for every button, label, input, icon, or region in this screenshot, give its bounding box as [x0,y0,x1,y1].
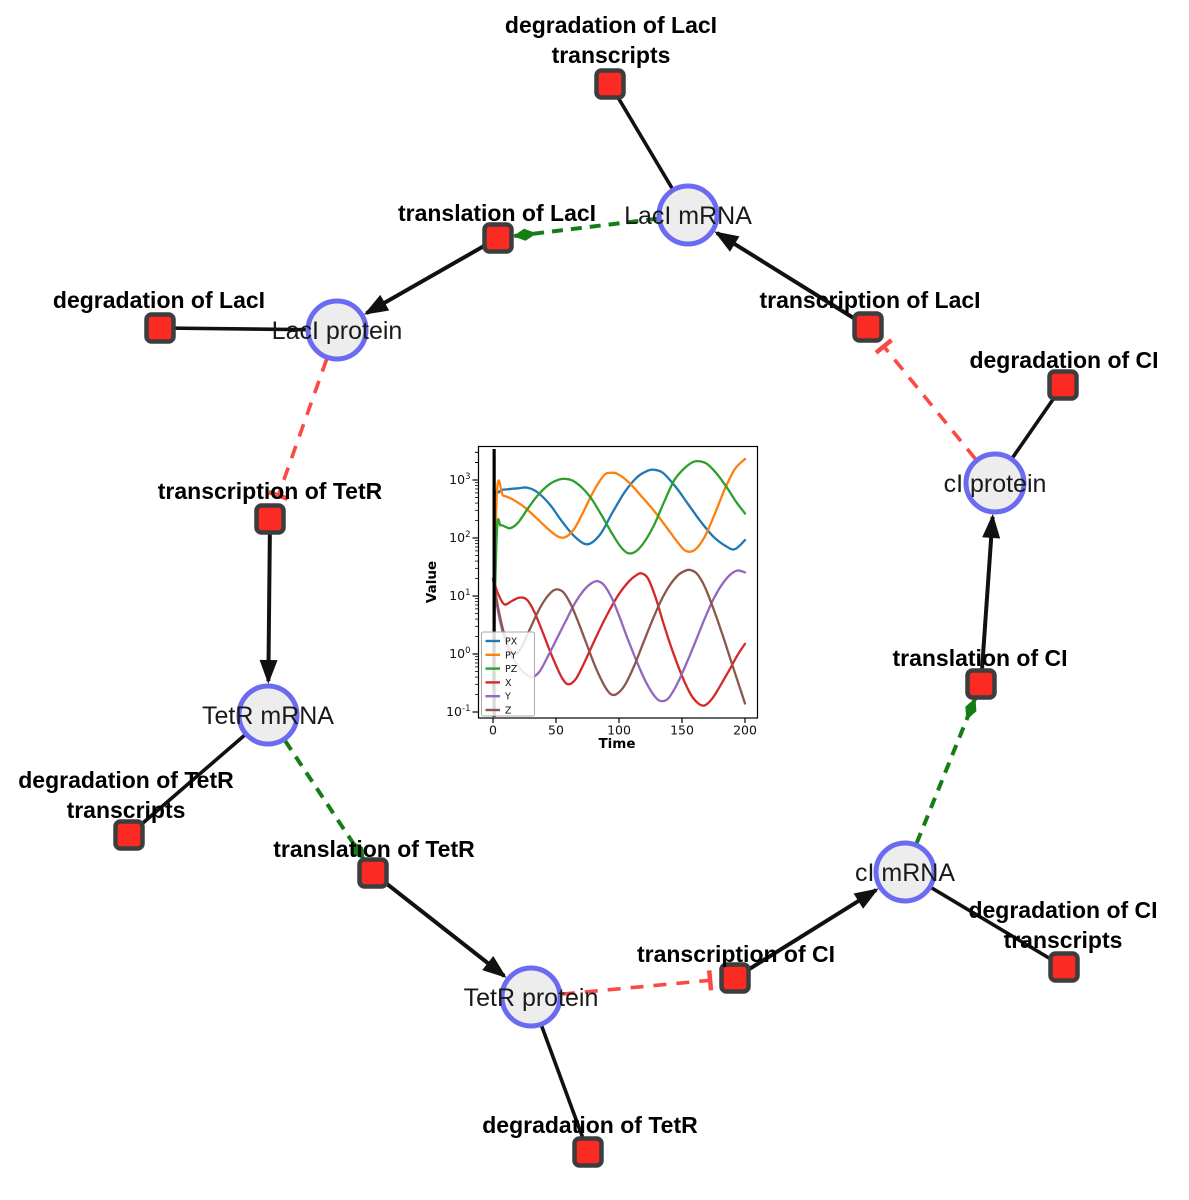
edge-production-translation_ci-ci_protein [979,513,1001,685]
label-laci_mrna: LacI mRNA [624,202,752,230]
legend-label-Y: Y [504,692,511,703]
y-tick-label: 10-1 [446,704,470,719]
edge-production-transcription_laci-laci_mrna [714,231,870,329]
label-deg_ci_tx: transcripts [1004,927,1123,953]
legend-label-PX: PX [505,637,518,648]
edge-inhibition-ci_protein-transcription_laci [874,338,977,461]
x-tick-label: 100 [607,723,631,738]
y-tick-label: 101 [449,588,470,603]
species-node-tetr_mrna [236,683,300,747]
edge-production-transcription_ci-ci_mrna [733,888,879,980]
x-tick-label: 150 [670,723,694,738]
legend-label-X: X [505,678,512,689]
legend-label-PY: PY [505,650,517,661]
edge-inhibition-laci_protein-transcription_tetr [268,358,329,501]
label-deg_laci_tx: transcripts [552,42,671,68]
y-tick-label: 102 [449,530,470,545]
reaction-node-translation_laci [482,222,514,254]
reaction-node-deg_tetr_tx [113,819,145,851]
x-tick-label: 50 [548,723,564,738]
label-ci_mrna: cI mRNA [855,859,955,887]
reaction-node-deg_tetr [572,1136,604,1168]
reaction-node-translation_tetr [357,857,389,889]
y-axis-label: Value [424,561,440,603]
nodes-layer [113,68,1080,1168]
label-ci_protein: cI protein [944,470,1047,498]
label-transcription_laci: transcription of LacI [759,287,980,313]
x-tick-label: 200 [733,723,757,738]
label-transcription_tetr: transcription of TetR [158,478,383,504]
label-transcription_ci: transcription of CI [637,941,835,967]
legend-label-PZ: PZ [505,664,518,675]
label-deg_tetr: degradation of TetR [482,1112,698,1138]
y-tick-label: 103 [449,472,470,487]
edge-inhibition-tetr_protein-transcription_ci [561,970,714,996]
edge-modifier-tetr_mrna-translation_tetr [283,739,366,861]
reaction-node-deg_ci_tx [1048,951,1080,983]
series-PX [491,468,747,691]
reaction-node-deg_laci_tx [594,68,626,100]
edge-modifier-ci_mrna-translation_ci [914,697,977,845]
reaction-node-deg_laci [144,312,176,344]
species-node-ci_protein [963,451,1027,515]
edge-production-translation_laci-laci_protein [363,236,499,315]
labels-layer: degradation of LacI transcripts translatio… [18,12,1158,1138]
reaction-node-transcription_laci [852,311,884,343]
edge-production-transcription_tetr-tetr_mrna [259,518,278,685]
species-node-ci_mrna [873,840,937,904]
label-deg_ci: degradation of CI [969,347,1158,373]
label-laci_protein: LacI protein [272,317,403,345]
series-PY [491,457,747,691]
label-deg_tetr_tx: degradation of TetR [18,767,234,793]
x-axis-label: Time [598,736,635,752]
reaction-node-translation_ci [965,668,997,700]
label-deg_ci_tx: degradation of CI [968,897,1157,923]
y-tick-label: 100 [449,646,470,661]
label-deg_laci: degradation of LacI [53,287,265,313]
series-PZ [491,459,747,691]
x-tick-label: 0 [489,723,497,738]
legend-label-Z: Z [505,706,512,717]
reaction-node-transcription_tetr [254,503,286,535]
species-node-tetr_protein [499,965,563,1029]
label-translation_laci: translation of LacI [398,200,596,226]
label-tetr_mrna: TetR mRNA [202,702,334,730]
label-deg_laci_tx: degradation of LacI [505,12,717,38]
edge-production-translation_tetr-tetr_protein [371,871,507,978]
plot-legend: PX PY PZ XYZ [481,631,535,717]
label-translation_ci: translation of CI [892,645,1067,671]
species-node-laci_protein [305,298,369,362]
edge-modifier-laci_mrna-translation_laci [512,216,658,241]
label-deg_tetr_tx: transcripts [67,797,186,823]
series-X [491,572,747,707]
species-node-laci_mrna [656,183,720,247]
reaction-node-deg_ci [1047,369,1079,401]
label-tetr_protein: TetR protein [464,984,599,1012]
reaction-node-transcription_ci [719,962,751,994]
label-translation_tetr: translation of TetR [273,836,475,862]
